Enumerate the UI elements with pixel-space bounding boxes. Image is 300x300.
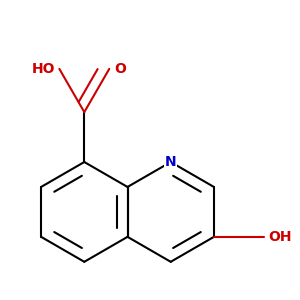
Text: OH: OH — [268, 230, 292, 244]
Text: N: N — [165, 155, 176, 169]
Text: O: O — [114, 62, 126, 76]
Text: HO: HO — [31, 62, 55, 76]
